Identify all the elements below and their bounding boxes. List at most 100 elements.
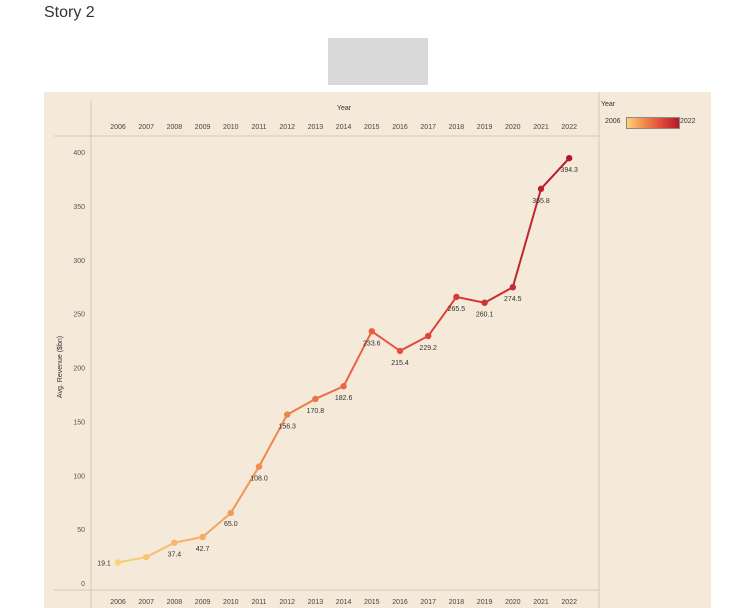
x-tick-label-bottom: 2018 <box>449 599 465 606</box>
data-point <box>340 383 347 390</box>
y-tick-label: 250 <box>73 312 85 319</box>
x-tick-label-top: 2013 <box>308 124 324 131</box>
y-tick-label: 50 <box>77 527 85 534</box>
x-tick-label-bottom: 2010 <box>223 599 239 606</box>
data-point <box>453 293 460 301</box>
data-label: 65.0 <box>224 521 238 528</box>
data-point <box>481 299 488 306</box>
data-point <box>566 154 573 162</box>
x-tick-label-top: 2019 <box>477 124 493 131</box>
series-line-segment <box>540 157 571 190</box>
data-label: 394.3 <box>560 167 578 174</box>
series-line-segment <box>145 541 176 559</box>
legend-color-ramp[interactable] <box>626 117 680 129</box>
data-label: 229.2 <box>419 345 437 352</box>
data-label: 170.8 <box>307 408 325 415</box>
data-label: 156.3 <box>278 424 296 431</box>
series-line-segment <box>229 465 260 514</box>
x-tick-label-bottom: 2009 <box>195 599 211 606</box>
x-tick-label-top: 2016 <box>392 124 408 131</box>
data-label: 215.4 <box>391 360 409 367</box>
data-point <box>425 332 432 340</box>
series-line-segment <box>117 556 148 564</box>
x-tick-label-bottom: 2021 <box>533 599 549 606</box>
data-point <box>199 533 206 541</box>
series-line-segment <box>511 187 542 289</box>
y-axis-title: Avg. Revenue ($bn) <box>57 336 64 398</box>
data-label: 42.7 <box>196 546 210 553</box>
x-axis-title: Year <box>337 105 352 112</box>
x-tick-label-top: 2014 <box>336 124 352 131</box>
story-title: Story 2 <box>44 4 95 21</box>
x-axis-top: Year 2006 2007 2008 2009 2010 2011 2012 2013 2014… <box>110 105 577 131</box>
data-point <box>255 463 263 470</box>
x-tick-label-bottom: 2008 <box>167 599 183 606</box>
y-tick-label: 100 <box>73 473 85 480</box>
y-tick-label: 0 <box>81 581 85 588</box>
data-point <box>227 509 234 517</box>
x-tick-label-bottom: 2020 <box>505 599 521 606</box>
data-point <box>396 347 404 355</box>
series-line-segment <box>201 511 232 538</box>
legend-title: Year <box>601 101 616 108</box>
x-axis-bottom: 2006 2007 2008 2009 2010 2011 2012 2013 2014 2015… <box>110 599 577 606</box>
data-point <box>284 411 291 418</box>
x-tick-label-top: 2017 <box>420 124 436 131</box>
series-line-segment <box>314 385 345 400</box>
legend-min-label: 2006 <box>605 118 621 125</box>
x-tick-label-bottom: 2013 <box>308 599 324 606</box>
data-label: 37.4 <box>168 552 182 559</box>
series-line-segment <box>173 535 204 544</box>
data-point <box>143 553 150 561</box>
series-points <box>114 154 573 566</box>
y-tick-label: 200 <box>73 366 85 373</box>
data-label: 365.8 <box>532 198 550 205</box>
chart-frame <box>54 92 600 608</box>
x-tick-label-bottom: 2007 <box>138 599 154 606</box>
data-point <box>114 559 122 566</box>
series-line-segment <box>286 397 317 416</box>
legend-max-label: 2022 <box>680 118 696 125</box>
x-tick-label-bottom: 2011 <box>251 599 266 606</box>
x-tick-label-top: 2022 <box>561 124 577 131</box>
y-axis: 0 50 100 150 200 250 300 350 400 Avg. Revenue ($b… <box>57 150 85 588</box>
series-line-segment <box>258 413 289 468</box>
data-point <box>368 328 375 335</box>
data-label: 108.0 <box>250 476 268 483</box>
series-lines <box>117 157 571 564</box>
x-tick-label-top: 2011 <box>251 124 266 131</box>
data-label: 260.1 <box>476 312 494 319</box>
x-tick-label-bottom: 2019 <box>477 599 493 606</box>
x-tick-label-top: 2018 <box>449 124 465 131</box>
data-label: 233.6 <box>363 340 381 347</box>
y-tick-label: 300 <box>73 258 85 265</box>
x-tick-label-top: 2020 <box>505 124 521 131</box>
x-tick-label-bottom: 2017 <box>420 599 436 606</box>
series-line-segment <box>370 330 401 352</box>
story-point-placeholder[interactable] <box>328 38 428 85</box>
data-label: 19.1 <box>97 560 111 567</box>
x-tick-label-top: 2008 <box>167 124 183 131</box>
line-chart: 0 50 100 150 200 250 300 350 400 Avg. Revenue ($b… <box>54 92 600 608</box>
x-tick-label-bottom: 2022 <box>561 599 577 606</box>
y-tick-label: 150 <box>73 419 85 426</box>
y-tick-label: 350 <box>73 204 85 211</box>
data-point <box>312 395 319 403</box>
x-tick-label-bottom: 2012 <box>279 599 295 606</box>
x-tick-label-top: 2007 <box>138 124 154 131</box>
series-line-segment <box>483 286 514 304</box>
data-label: 274.5 <box>504 296 522 303</box>
y-tick-label: 400 <box>73 150 85 157</box>
x-tick-label-top: 2010 <box>223 124 239 131</box>
data-point <box>509 284 516 291</box>
data-point <box>171 539 178 546</box>
x-tick-label-top: 2012 <box>279 124 295 131</box>
x-tick-label-top: 2021 <box>533 124 549 131</box>
x-tick-label-bottom: 2006 <box>110 599 126 606</box>
x-tick-label-bottom: 2016 <box>392 599 408 606</box>
series-line-segment <box>427 295 458 338</box>
dashboard-panel: 0 50 100 150 200 250 300 350 400 Avg. Revenue ($b… <box>44 92 711 608</box>
data-point <box>537 185 545 193</box>
x-tick-label-bottom: 2015 <box>364 599 380 606</box>
x-tick-label-bottom: 2014 <box>336 599 352 606</box>
